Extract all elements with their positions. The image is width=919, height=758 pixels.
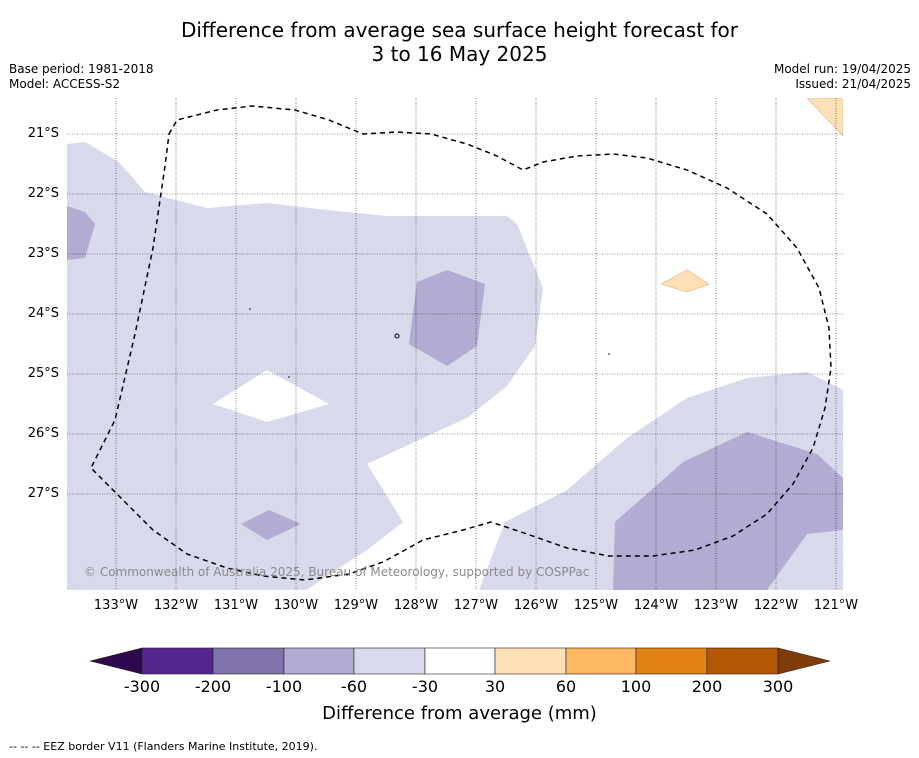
lon-label: 123°W (693, 598, 739, 613)
lat-label: 22°S (27, 186, 59, 201)
colorbar-segment (635, 647, 708, 675)
title-line-2: 3 to 16 May 2025 (371, 42, 548, 66)
meta-right: Model run: 19/04/2025 Issued: 21/04/2025 (774, 62, 911, 92)
lon-label: 131°W (213, 598, 259, 613)
colorbar-tick-label: 30 (484, 677, 506, 696)
colorbar-arrow-low (90, 647, 143, 675)
colorbar-tick-label: -200 (194, 677, 232, 696)
meta-left: Base period: 1981-2018 Model: ACCESS-S2 (9, 62, 154, 92)
island-dot (608, 353, 610, 355)
lon-label: 132°W (153, 598, 199, 613)
island-dot (288, 376, 290, 378)
colorbar-tick-label: 200 (691, 677, 723, 696)
colorbar-segment (353, 647, 426, 675)
region-positive-east (660, 269, 710, 293)
colorbar-segment (706, 647, 779, 675)
colorbar-tick-label: 60 (555, 677, 577, 696)
region-white-hole (213, 370, 329, 422)
colorbar-segment (494, 647, 567, 675)
lon-label: 129°W (333, 598, 379, 613)
lon-label: 124°W (633, 598, 679, 613)
lon-label: 133°W (93, 598, 139, 613)
colorbar-tick-label: -100 (265, 677, 303, 696)
lat-label: 21°S (27, 126, 59, 141)
region-medium-center (409, 270, 485, 366)
title-line-1: Difference from average sea surface heig… (180, 18, 739, 42)
lat-label: 27°S (27, 486, 59, 501)
lon-label: 122°W (753, 598, 799, 613)
lon-label: 130°W (273, 598, 319, 613)
colorbar-title: Difference from average (mm) (322, 703, 597, 724)
eez-border (90, 105, 832, 581)
model-run: Model run: 19/04/2025 (773, 62, 911, 76)
colorbar-arrow-high (777, 647, 830, 675)
colorbar-segment (283, 647, 355, 675)
colorbar-segment (212, 647, 285, 675)
region-medium-southeast (613, 432, 843, 590)
lon-label: 127°W (453, 598, 499, 613)
colorbar-tick-label: 100 (620, 677, 652, 696)
sea-height-map (67, 98, 843, 590)
lat-label: 25°S (27, 366, 59, 381)
model-name: Model: ACCESS-S2 (9, 77, 121, 91)
colorbar-segment (424, 647, 496, 675)
lon-label: 121°W (813, 598, 859, 613)
lat-label: 23°S (27, 246, 59, 261)
lon-label: 125°W (573, 598, 619, 613)
gridlines (67, 98, 843, 590)
colorbar (90, 647, 830, 675)
island-dot (394, 333, 400, 339)
issued-date: Issued: 21/04/2025 (795, 77, 911, 91)
map-title: Difference from average sea surface heig… (0, 18, 919, 66)
island-dot (249, 308, 251, 310)
region-light-west (67, 142, 543, 590)
colorbar-tick-label: -30 (411, 677, 439, 696)
colorbar-tick-label: -300 (123, 677, 161, 696)
region-positive-northeast (806, 98, 843, 137)
base-period: Base period: 1981-2018 (9, 62, 154, 76)
copyright-notice: © Commonwealth of Australia 2025, Bureau… (84, 565, 590, 579)
lat-label: 26°S (27, 426, 59, 441)
colorbar-segment (565, 647, 637, 675)
colorbar-tick-label: -60 (340, 677, 368, 696)
lon-label: 126°W (513, 598, 559, 613)
region-medium-left (67, 206, 95, 260)
region-medium-small (241, 510, 301, 540)
lat-label: 24°S (27, 306, 59, 321)
colorbar-tick-label: 300 (762, 677, 794, 696)
eez-legend: -- -- -- EEZ border V11 (Flanders Marine… (9, 740, 318, 753)
colorbar-segment (141, 647, 214, 675)
lon-label: 128°W (393, 598, 439, 613)
